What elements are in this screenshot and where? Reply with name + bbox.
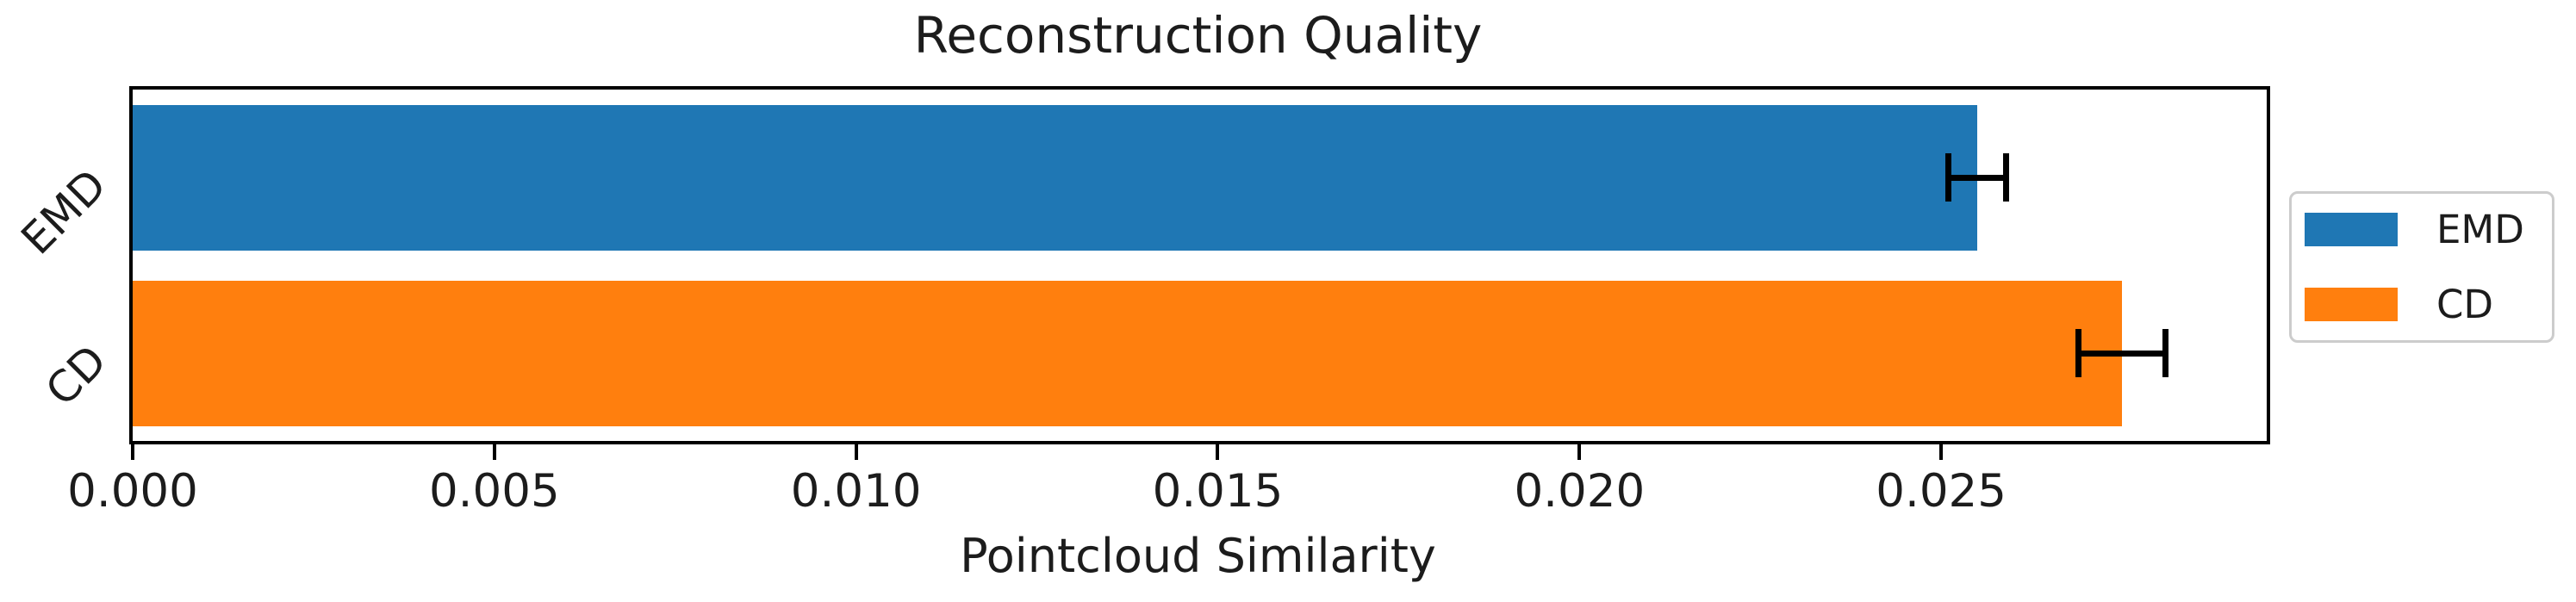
x-tick-label: 0.000 bbox=[67, 465, 198, 518]
error-cap-cd-right bbox=[2162, 329, 2168, 377]
error-bar-cd bbox=[2078, 350, 2166, 357]
x-tick-mark bbox=[1216, 444, 1220, 460]
legend-swatch-emd bbox=[2305, 213, 2398, 246]
x-tick-label: 0.025 bbox=[1876, 465, 2007, 518]
legend-row-emd: EMD bbox=[2305, 210, 2552, 249]
error-cap-emd-left bbox=[1945, 153, 1952, 202]
chart-title: Reconstruction Quality bbox=[913, 6, 1483, 65]
x-tick-label: 0.015 bbox=[1152, 465, 1284, 518]
y-tick-label-emd: EMD bbox=[11, 159, 116, 264]
legend-row-cd: CD bbox=[2305, 285, 2552, 324]
error-cap-emd-right bbox=[2003, 153, 2010, 202]
x-tick-label: 0.005 bbox=[428, 465, 560, 518]
x-tick-mark bbox=[1939, 444, 1944, 460]
legend: EMD CD bbox=[2289, 191, 2554, 343]
bar-cd bbox=[133, 280, 2123, 426]
plot-area bbox=[129, 86, 2270, 444]
x-axis-label: Pointcloud Similarity bbox=[960, 529, 1436, 583]
error-cap-cd-left bbox=[2075, 329, 2082, 377]
x-tick-label: 0.020 bbox=[1514, 465, 1646, 518]
bar-emd bbox=[133, 104, 1978, 251]
x-tick-mark bbox=[131, 444, 134, 460]
legend-label-cd: CD bbox=[2436, 282, 2494, 327]
legend-label-emd: EMD bbox=[2436, 207, 2524, 252]
y-tick-label-cd: CD bbox=[35, 335, 116, 416]
x-tick-mark bbox=[492, 444, 496, 460]
x-tick-label: 0.010 bbox=[790, 465, 922, 518]
x-tick-mark bbox=[854, 444, 858, 460]
x-tick-mark bbox=[1577, 444, 1582, 460]
legend-swatch-cd bbox=[2305, 288, 2398, 321]
error-bar-emd bbox=[1948, 174, 2007, 181]
